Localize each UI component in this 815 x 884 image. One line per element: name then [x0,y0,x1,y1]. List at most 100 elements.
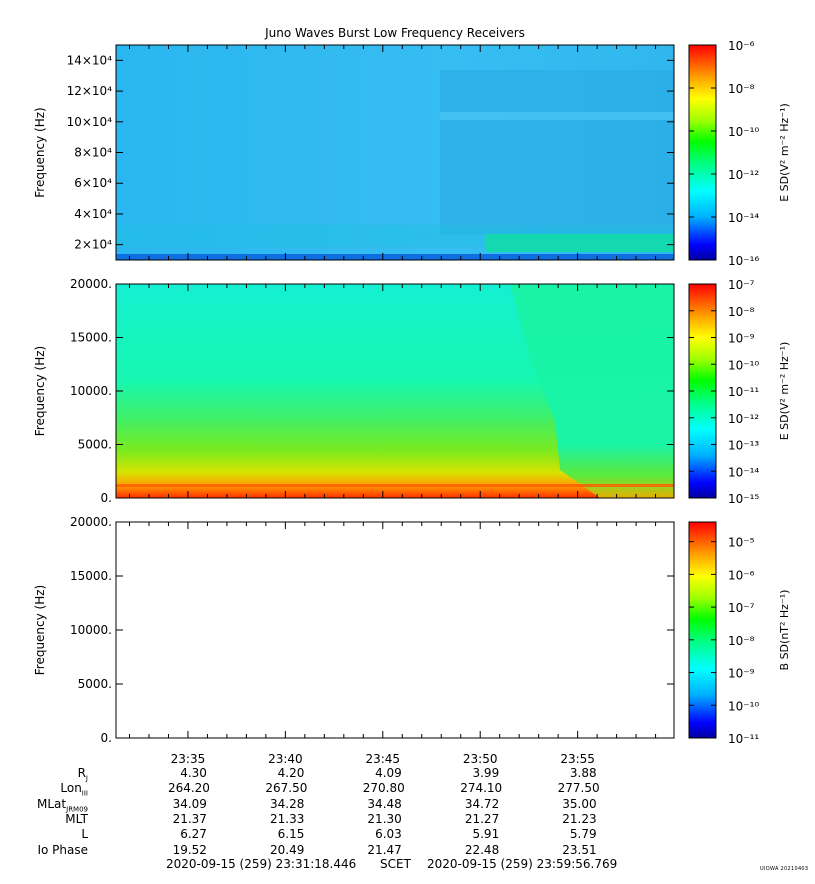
ephemeris-label: LonIII [60,781,88,798]
ephemeris-value: 21.23 [562,811,597,826]
colorbar-label: E SD(V² m⁻² Hz⁻¹) [778,103,791,202]
spectrogram-region-right [510,284,674,498]
y-axis-label: Frequency (Hz) [33,346,47,437]
ephemeris-row: RJ 4.30 4.20 4.09 3.99 3.88 [0,766,815,783]
ephemeris-value: 21.33 [270,811,305,826]
ephemeris-value: 3.99 [472,766,500,780]
ephemeris-value: 34.72 [464,796,500,811]
ephemeris-value: 21.37 [172,811,207,826]
time-tick-label: 23:45 [365,752,400,766]
ytick-label: 20000. [70,515,112,529]
ephemeris-value: 34.28 [270,796,305,811]
ephemeris-label: MLatJRM09 [37,796,88,813]
ephemeris-value: 23.51 [562,842,597,857]
ephemeris-value: 4.30 [180,766,207,780]
ytick-label: 0. [101,731,112,745]
colorbar-tick-label: 10⁻¹⁵ [728,492,759,506]
colorbar-tick-label: 10⁻⁸ [728,82,755,96]
colorbar-tick-label: 10⁻⁷ [728,278,755,292]
colorbar-1 [688,44,717,261]
colorbar-tick-label: 10⁻⁸ [728,305,755,319]
spectrogram-harmonic-line [116,484,674,487]
panel-e-high-freq [115,44,675,261]
time-tick-label: 23:55 [560,752,595,766]
ytick-label: 0. [101,491,112,505]
time-tick-label: 23:50 [463,752,498,766]
ytick-label: 12×10⁴ [67,84,113,98]
spectrogram-band-4 [485,234,674,252]
colorbar-tick-label: 10⁻¹⁶ [728,254,759,268]
ytick-label: 15000. [70,569,112,583]
colorbar-3 [688,521,717,739]
ephemeris-value: 34.48 [367,796,402,811]
ytick-label: 5000. [78,438,112,452]
ephemeris-value: 22.48 [464,842,500,857]
footer-start-time: 2020-09-15 (259) 23:31:18.446 [166,857,357,871]
colorbar-label: B SD(nT² Hz⁻¹) [778,590,791,671]
colorbar-tick-label: 10⁻⁶ [728,568,755,582]
ephemeris-value: 267.50 [265,781,308,796]
ytick-label: 14×10⁴ [67,53,113,67]
ephemeris-value: 34.09 [172,796,207,811]
time-tick-label: 23:35 [171,752,206,766]
ephemeris-label: MLT [65,811,88,826]
y-axis-label: Frequency (Hz) [33,107,47,198]
ephemeris-row: LonIII 264.20 267.50 270.80 274.10 277.50 [0,781,815,798]
ytick-label: 15000. [70,331,112,345]
ytick-label: 5000. [78,677,112,691]
figure-title: Juno Waves Burst Low Frequency Receivers [264,26,525,40]
colorbar-tick-label: 10⁻¹¹ [728,732,759,746]
colorbar-tick-label: 10⁻⁷ [728,601,755,615]
colorbar-tick-label: 10⁻¹² [728,168,759,182]
colorbar-tick-label: 10⁻¹³ [728,439,759,453]
ephemeris-value: 274.10 [460,781,503,796]
time-range-footer: 2020-09-15 (259) 23:31:18.446 SCET 2020-… [0,857,815,872]
colorbar-tick-label: 10⁻⁸ [728,634,755,648]
spectrogram-band-5 [116,254,674,260]
colorbar-tick-label: 10⁻⁵ [728,536,755,550]
ephemeris-value: 21.30 [367,811,402,826]
ephemeris-value: 20.49 [270,842,305,857]
ephemeris-value: 6.15 [277,827,305,842]
ephemeris-value: 21.27 [464,811,500,826]
ephemeris-value: 5.79 [569,827,597,842]
ephemeris-row: Io Phase 19.52 20.49 21.47 22.48 23.51 [0,843,815,858]
ephemeris-value: 35.00 [562,796,597,811]
ytick-label: 10000. [70,384,112,398]
ephemeris-value: 4.09 [375,766,402,780]
colorbar-tick-label: 10⁻¹⁰ [728,125,759,139]
watermark: UIOWA 20210403 [760,866,809,872]
colorbar-tick-label: 10⁻¹⁰ [728,699,759,713]
footer-end-time: 2020-09-15 (259) 23:59:56.769 [427,857,618,871]
ytick-label: 10×10⁴ [67,115,113,129]
colorbar-tick-label: 10⁻¹⁴ [728,465,759,479]
ephemeris-label: Io Phase [37,842,88,857]
panel-b-field [115,521,675,739]
panel-e-low-freq [115,283,675,499]
ephemeris-value: 5.91 [472,827,500,842]
ephemeris-value: 270.80 [362,781,405,796]
colorbar-tick-label: 10⁻¹⁰ [728,358,759,372]
colorbar-tick-label: 10⁻¹⁴ [728,211,759,225]
axes-and-labels: 2×10⁴ 4×10⁴ 6×10⁴ 8×10⁴ 10×10⁴ 12×10⁴ 14×10⁴ Fr… [33,39,791,766]
ephemeris-row: MLT 21.37 21.33 21.30 21.27 21.23 [0,812,815,827]
time-tick-label: 23:40 [268,752,303,766]
ephemeris-value: 277.50 [557,781,600,796]
ephemeris-value: 3.88 [569,766,597,780]
ephemeris-row: L 6.27 6.15 6.03 5.91 5.79 [0,827,815,842]
ephemeris-label: RJ [77,766,88,783]
ephemeris-label: L [81,827,88,842]
ytick-label: 4×10⁴ [74,207,112,221]
ytick-label: 8×10⁴ [74,146,112,160]
colorbar-tick-label: 10⁻⁹ [728,667,755,681]
ephemeris-value: 21.47 [367,842,402,857]
ephemeris-value: 6.27 [180,827,207,842]
colorbar-tick-label: 10⁻⁹ [728,332,755,346]
colorbar-tick-label: 10⁻⁶ [728,39,755,53]
colorbar-tick-label: 10⁻¹¹ [728,385,759,399]
spectrogram-band-2 [440,112,674,120]
plot-frame-3 [115,521,675,739]
colorbar-label: E SD(V² m⁻² Hz⁻¹) [778,342,791,441]
